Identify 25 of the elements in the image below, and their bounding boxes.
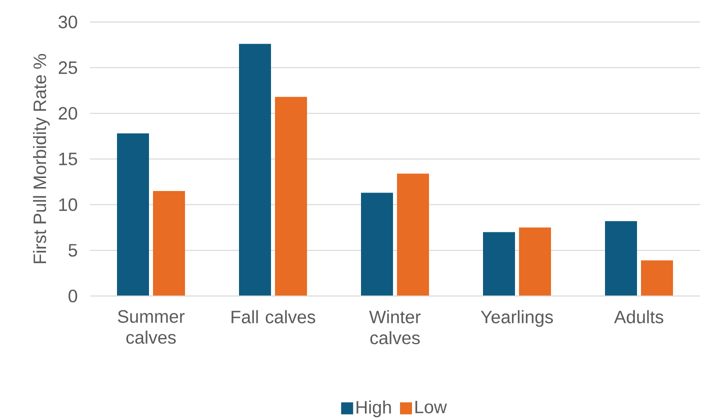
- legend-label: Low: [415, 400, 447, 414]
- x-tick-label: Winter calves: [369, 310, 421, 344]
- y-tick-label: 0: [68, 290, 78, 302]
- x-tick-label: Fall calves: [232, 310, 316, 324]
- y-tick-label: 10: [59, 198, 78, 212]
- bar: [397, 174, 430, 296]
- x-tick-label: Yearlings: [480, 310, 553, 327]
- y-tick-label: 20: [58, 106, 78, 120]
- x-tick-label: Summer calves: [118, 310, 185, 344]
- bar: [275, 96, 308, 296]
- y-tick-label: 25: [58, 61, 78, 74]
- bar: [361, 192, 394, 296]
- legend-label: High: [356, 400, 391, 418]
- y-axis-title: First Pull Morbidity Rate %: [33, 54, 50, 264]
- y-tick-label: 30: [58, 16, 78, 28]
- x-tick-label: Adults: [614, 310, 664, 324]
- bar: [483, 232, 516, 296]
- y-tick-label: 15: [59, 152, 78, 166]
- bar: [605, 221, 638, 296]
- y-tick-label: 5: [68, 244, 78, 257]
- bar: [117, 133, 149, 296]
- bar: [239, 44, 271, 296]
- bar: [641, 260, 674, 296]
- bar: [519, 228, 552, 296]
- bar: [153, 190, 185, 296]
